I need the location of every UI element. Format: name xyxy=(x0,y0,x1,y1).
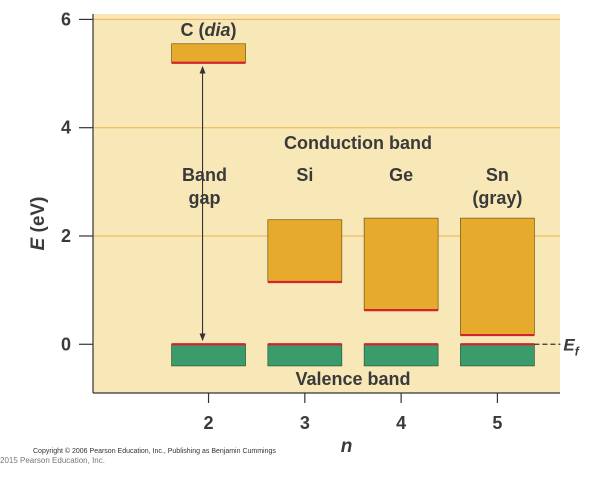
valence-band-si xyxy=(267,343,343,367)
conduction-band-ge xyxy=(363,217,439,311)
element-label-c-dia-part: C ( xyxy=(181,20,205,40)
copyright-notice-2: 2015 Pearson Education, Inc. xyxy=(0,456,105,465)
y-tick-label-6: 6 xyxy=(61,9,71,29)
x-axis-title: n xyxy=(341,436,353,457)
y-tick-label-0: 0 xyxy=(61,334,71,354)
element-label-sn-gray-2: (gray) xyxy=(472,188,522,208)
x-tick-label-4: 4 xyxy=(396,413,406,433)
y-axis-title-symbol: E xyxy=(28,236,49,250)
fermi-label-main: E xyxy=(563,335,575,354)
conduction-band-sn-gray xyxy=(460,217,535,336)
element-label-c-dia-part: dia xyxy=(205,20,231,40)
y-tick-label-2: 2 xyxy=(61,226,71,246)
band-gap-label-line-2: gap xyxy=(189,188,221,208)
conduction-band-c-dia xyxy=(171,43,246,64)
valence-band-c-dia xyxy=(171,343,246,367)
band-gap-label-line-1: Band xyxy=(182,165,227,185)
x-tick-label-5: 5 xyxy=(492,413,502,433)
axes: 0 2 4 6 2 3 4 5 n E (eV) xyxy=(28,9,560,457)
y-axis-title: E (eV) xyxy=(28,197,49,251)
fermi-level-label: Ef xyxy=(563,335,579,358)
valence-band-label: Valence band xyxy=(295,369,410,389)
fermi-label-subscript: f xyxy=(575,344,580,358)
y-tick-label-4: 4 xyxy=(61,118,71,138)
element-label-si-1: Si xyxy=(296,165,313,185)
conduction-band-si xyxy=(267,219,343,283)
valence-band-ge xyxy=(363,343,439,367)
element-label-sn-gray-1: Sn xyxy=(486,165,509,185)
element-label-ge-1: Ge xyxy=(389,165,413,185)
copyright-notice: Copyright © 2006 Pearson Education, Inc.… xyxy=(33,448,276,455)
element-label-c-dia: C (dia) xyxy=(181,20,237,40)
element-label-c-dia-part: ) xyxy=(231,20,237,40)
conduction-band-label: Conduction band xyxy=(284,133,432,153)
band-bars xyxy=(171,43,535,367)
y-axis-title-unit: (eV) xyxy=(28,197,49,238)
valence-band-sn-gray xyxy=(460,343,535,367)
x-tick-label-3: 3 xyxy=(300,413,310,433)
x-tick-label-2: 2 xyxy=(204,413,214,433)
annotation-labels: Ef C (dia) Band gap Si Ge Sn (gray) Conduction b… xyxy=(181,20,580,389)
